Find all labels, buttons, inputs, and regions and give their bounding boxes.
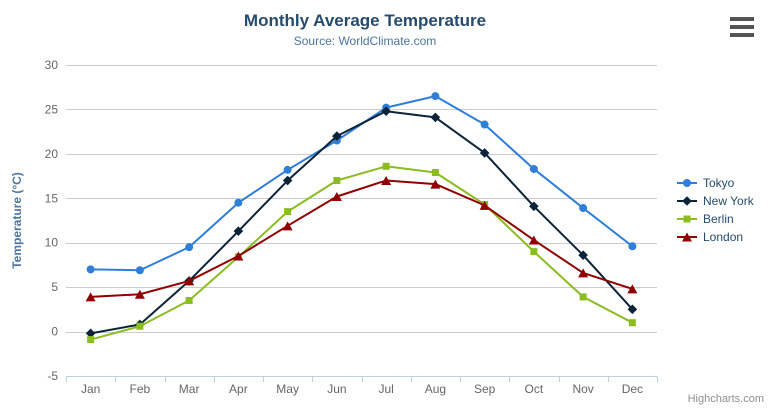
data-point-tokyo-dec[interactable] — [628, 242, 637, 251]
data-point-tokyo-aug[interactable] — [431, 92, 440, 101]
circle-icon — [683, 179, 691, 187]
data-point-berlin-jun[interactable] — [333, 177, 341, 185]
data-point-new-york-may[interactable] — [282, 175, 293, 186]
data-point-london-jul[interactable] — [381, 176, 392, 186]
data-point-london-dec[interactable] — [627, 284, 638, 294]
credits-link[interactable]: Highcharts.com — [687, 393, 764, 405]
data-point-new-york-jan[interactable] — [85, 328, 96, 339]
data-point-new-york-apr[interactable] — [233, 226, 244, 236]
x-axis-label-jun: Jun — [327, 382, 346, 396]
data-point-london-jan[interactable] — [85, 292, 96, 302]
data-point-tokyo-sep[interactable] — [480, 120, 489, 129]
data-point-new-york-sep[interactable] — [479, 148, 490, 158]
series-line-berlin[interactable] — [89, 165, 634, 341]
data-point-new-york-oct[interactable] — [529, 201, 539, 212]
legend-item-london[interactable]: London — [676, 228, 754, 246]
data-point-london-oct[interactable] — [528, 235, 539, 245]
y-axis-label-25: 25 — [45, 102, 59, 116]
data-point-berlin-oct[interactable] — [530, 248, 538, 256]
data-point-london-feb[interactable] — [134, 289, 145, 299]
legend-marker-circle-icon — [677, 179, 697, 187]
data-point-tokyo-feb[interactable] — [135, 266, 144, 275]
hamburger-bar — [730, 33, 754, 37]
data-point-london-apr[interactable] — [233, 251, 244, 261]
data-point-tokyo-nov[interactable] — [579, 204, 588, 213]
data-point-new-york-jun[interactable] — [332, 131, 342, 141]
data-point-london-sep[interactable] — [479, 200, 490, 210]
x-axis-label-may: May — [276, 382, 299, 396]
data-point-tokyo-oct[interactable] — [529, 164, 538, 173]
series-line-london[interactable] — [89, 179, 634, 298]
legend-label-new-york: New York — [703, 194, 754, 208]
data-point-new-york-nov[interactable] — [578, 250, 588, 260]
data-point-new-york-aug[interactable] — [430, 112, 441, 123]
square-icon — [683, 215, 691, 223]
y-axis-label--5: -5 — [47, 369, 58, 383]
x-axis-label-feb: Feb — [130, 382, 151, 396]
x-axis-label-jul: Jul — [378, 382, 393, 396]
x-axis-label-jan: Jan — [81, 382, 100, 396]
data-point-tokyo-apr[interactable] — [234, 198, 243, 207]
y-axis-label-10: 10 — [45, 236, 59, 250]
legend-label-london: London — [703, 230, 744, 244]
y-axis-label-30: 30 — [45, 58, 59, 72]
legend-marker-square-icon — [677, 215, 697, 223]
x-axis-label-nov: Nov — [572, 382, 593, 396]
legend-label-tokyo: Tokyo — [703, 176, 735, 190]
data-point-tokyo-may[interactable] — [283, 165, 292, 174]
x-axis-label-sep: Sep — [474, 382, 496, 396]
diamond-icon — [682, 196, 692, 206]
series-line-tokyo[interactable] — [89, 95, 634, 272]
x-axis-label-mar: Mar — [179, 382, 200, 396]
data-point-new-york-jul[interactable] — [381, 106, 391, 117]
y-axis-label-0: 0 — [51, 325, 58, 339]
x-axis-label-apr: Apr — [229, 382, 248, 396]
legend: Tokyo New York Berlin London — [676, 174, 754, 246]
y-axis-title: Temperature (°C) — [10, 172, 24, 269]
data-point-tokyo-jan[interactable] — [86, 265, 95, 274]
y-axis-label-5: 5 — [51, 280, 58, 294]
data-point-berlin-aug[interactable] — [431, 169, 439, 177]
chart-title: Monthly Average Temperature — [243, 11, 487, 30]
data-point-london-jun[interactable] — [331, 192, 342, 202]
x-axis-label-aug: Aug — [425, 382, 446, 396]
data-point-new-york-dec[interactable] — [627, 304, 638, 315]
data-point-tokyo-mar[interactable] — [185, 243, 194, 252]
legend-marker-diamond-icon — [677, 196, 697, 206]
data-point-berlin-nov[interactable] — [579, 293, 587, 301]
chart-subtitle: Source: WorldClimate.com — [293, 34, 437, 48]
data-point-berlin-mar[interactable] — [185, 296, 193, 304]
legend-marker-triangle-icon — [677, 232, 697, 242]
data-point-berlin-jul[interactable] — [382, 162, 390, 170]
hamburger-icon[interactable] — [730, 17, 754, 37]
y-axis-label-15: 15 — [45, 191, 59, 205]
data-point-london-mar[interactable] — [184, 276, 195, 286]
data-point-berlin-jan[interactable] — [87, 336, 95, 344]
hamburger-bar — [730, 17, 754, 21]
legend-item-tokyo[interactable]: Tokyo — [676, 174, 754, 192]
y-axis-label-20: 20 — [45, 147, 59, 161]
triangle-icon — [682, 232, 692, 242]
data-point-berlin-dec[interactable] — [628, 319, 636, 327]
data-point-berlin-may[interactable] — [284, 208, 292, 216]
data-point-london-aug[interactable] — [430, 179, 441, 189]
data-point-london-nov[interactable] — [578, 268, 589, 278]
data-point-london-may[interactable] — [282, 221, 293, 231]
hamburger-bar — [730, 25, 754, 29]
legend-label-berlin: Berlin — [703, 212, 734, 226]
series-line-new-york[interactable] — [89, 110, 634, 335]
x-axis-label-oct: Oct — [525, 382, 544, 396]
legend-item-new-york[interactable]: New York — [676, 192, 754, 210]
x-axis-label-dec: Dec — [622, 382, 643, 396]
data-point-berlin-feb[interactable] — [136, 322, 144, 330]
legend-item-berlin[interactable]: Berlin — [676, 210, 754, 228]
